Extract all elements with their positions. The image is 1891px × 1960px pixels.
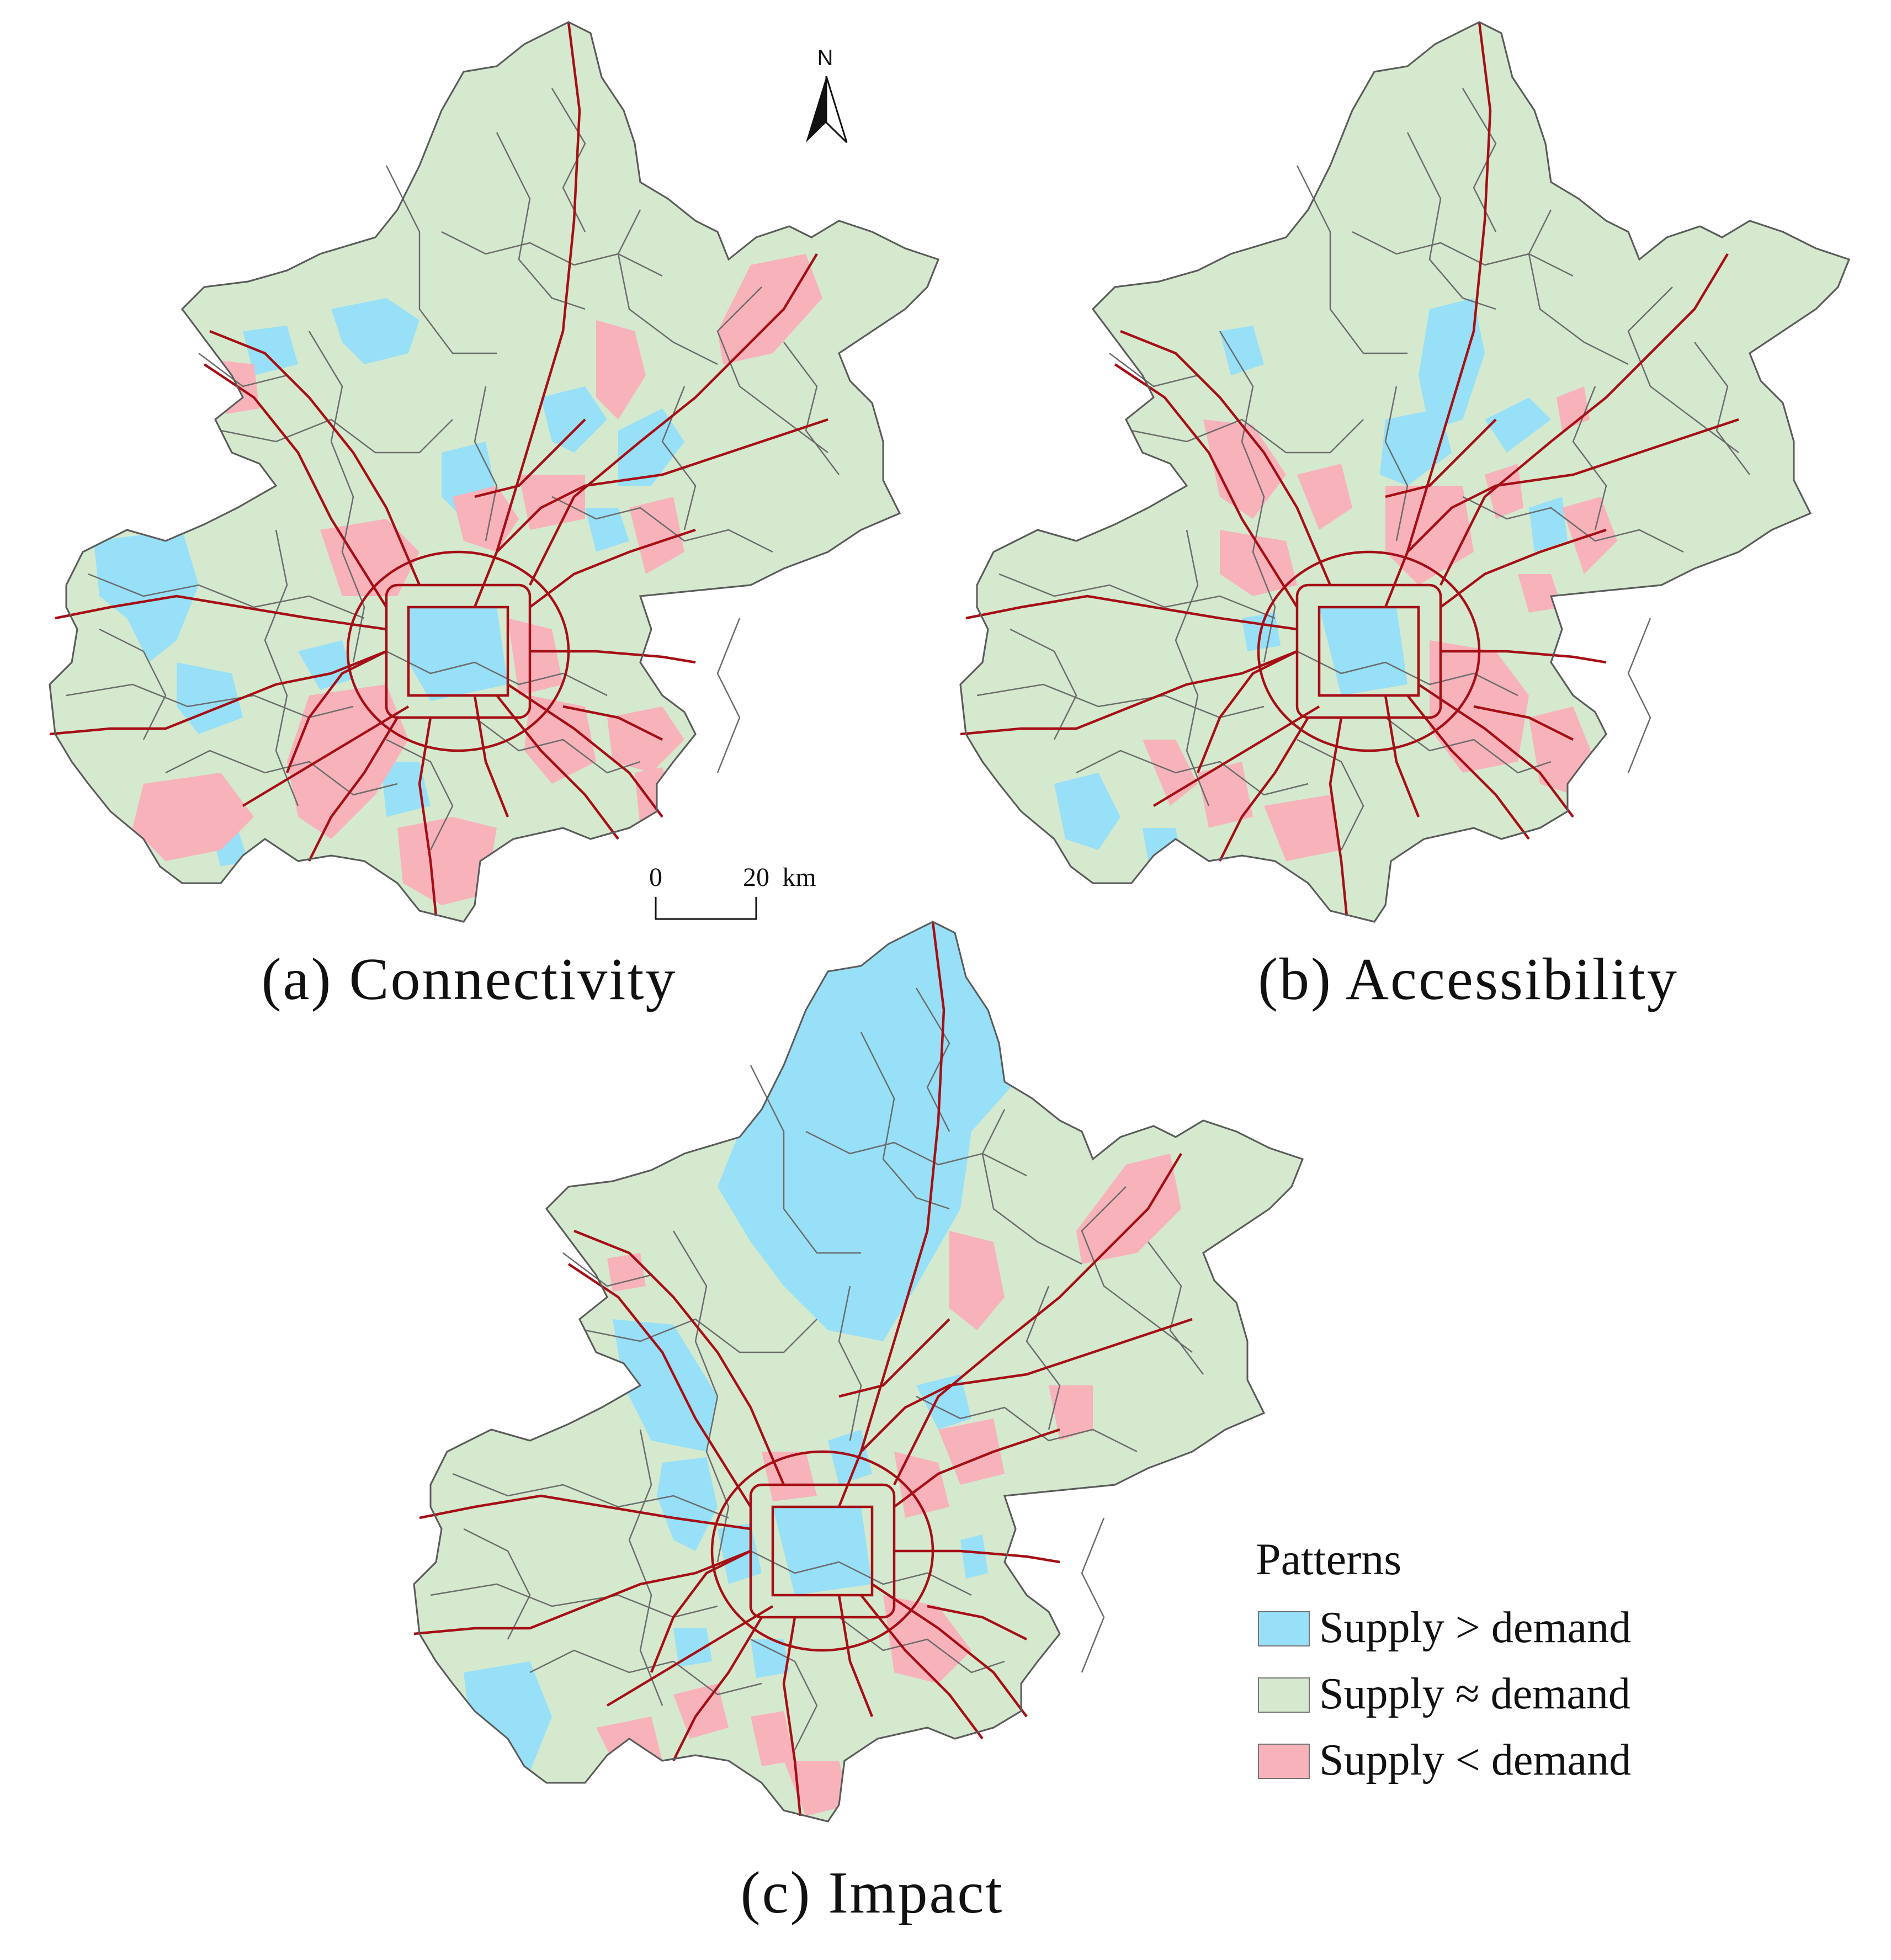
legend-label-supply-eq-demand: Supply ≈ demand	[1319, 1670, 1630, 1718]
scale-start-label: 0	[649, 863, 662, 892]
legend-title: Patterns	[1256, 1534, 1401, 1584]
scale-bar: 0 20 km	[649, 863, 816, 920]
north-arrow-label: N	[817, 46, 833, 70]
scale-end-label: 20	[743, 863, 769, 892]
legend: Patterns Supply > demand Supply ≈ demand…	[1256, 1534, 1631, 1784]
supply-gt-demand-regions	[94, 298, 684, 867]
caption-connectivity: (a) Connectivity	[262, 947, 677, 1012]
supply-lt-demand-regions	[132, 254, 822, 905]
map-panel-impact	[414, 922, 1304, 1823]
supply-lt-demand-regions	[1143, 386, 1617, 861]
scale-unit-label: km	[782, 863, 816, 892]
legend-swatch-supply-lt-demand	[1258, 1744, 1310, 1779]
legend-label-supply-gt-demand: Supply > demand	[1319, 1603, 1631, 1652]
legend-swatch-supply-eq-demand	[1258, 1677, 1310, 1713]
map-panel-accessibility	[960, 22, 1850, 923]
legend-swatch-supply-gt-demand	[1258, 1611, 1310, 1646]
map-panel-connectivity	[50, 22, 939, 923]
caption-accessibility: (b) Accessibility	[1258, 947, 1678, 1012]
north-arrow: N	[806, 46, 848, 144]
legend-label-supply-lt-demand: Supply < demand	[1319, 1736, 1631, 1784]
caption-impact: (c) Impact	[741, 1860, 1004, 1926]
